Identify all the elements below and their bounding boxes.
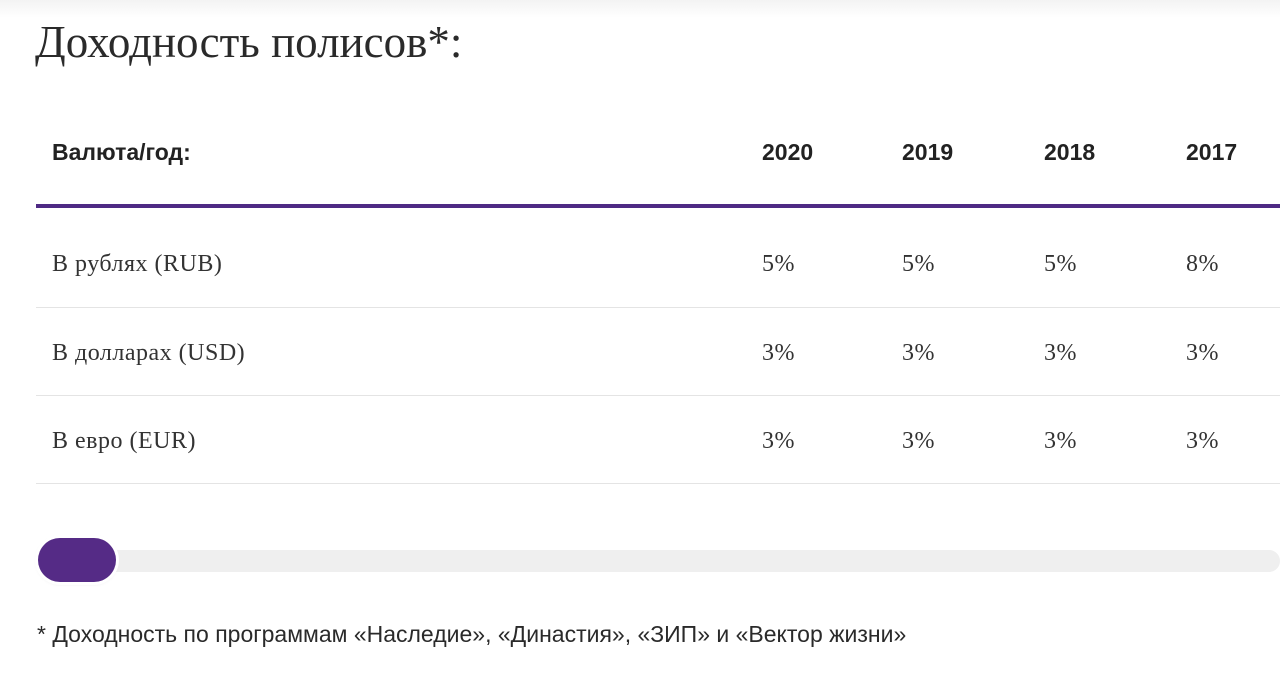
row-value: 5% [902, 251, 935, 277]
row-value: 3% [902, 340, 935, 366]
row-value: 8% [1186, 251, 1219, 277]
header-year-2019: 2019 [902, 139, 954, 165]
page-title: Доходность полисов*: [35, 17, 463, 67]
row-label: В рублях (RUB) [52, 251, 223, 277]
header-label: Валюта/год: [52, 139, 191, 165]
row-value: 3% [1044, 428, 1077, 454]
table-row-rub: В рублях (RUB) 5% 5% 5% 8% [36, 208, 1280, 308]
table-header-row: Валюта/год: 2020 2019 2018 2017 [36, 98, 1280, 208]
row-value: 3% [1044, 340, 1077, 366]
row-value: 3% [1186, 428, 1219, 454]
header-year-2020: 2020 [762, 139, 814, 165]
header-year-2017: 2017 [1186, 139, 1238, 165]
row-value: 3% [762, 340, 795, 366]
row-value: 3% [762, 428, 795, 454]
top-shadow [0, 0, 1280, 18]
row-label: В долларах (USD) [52, 340, 246, 366]
row-value: 5% [762, 251, 795, 277]
row-value: 5% [1044, 251, 1077, 277]
table-row-eur: В евро (EUR) 3% 3% 3% 3% [36, 396, 1280, 484]
yield-table: Валюта/год: 2020 2019 2018 2017 В рублях… [36, 98, 1280, 484]
row-label: В евро (EUR) [52, 428, 196, 454]
header-year-2018: 2018 [1044, 139, 1096, 165]
scrollbar-thumb[interactable] [38, 538, 116, 582]
row-value: 3% [1186, 340, 1219, 366]
table-row-usd: В долларах (USD) 3% 3% 3% 3% [36, 308, 1280, 396]
footnote: * Доходность по программам «Наследие», «… [37, 621, 907, 647]
row-value: 3% [902, 428, 935, 454]
horizontal-scrollbar[interactable] [36, 538, 1280, 582]
